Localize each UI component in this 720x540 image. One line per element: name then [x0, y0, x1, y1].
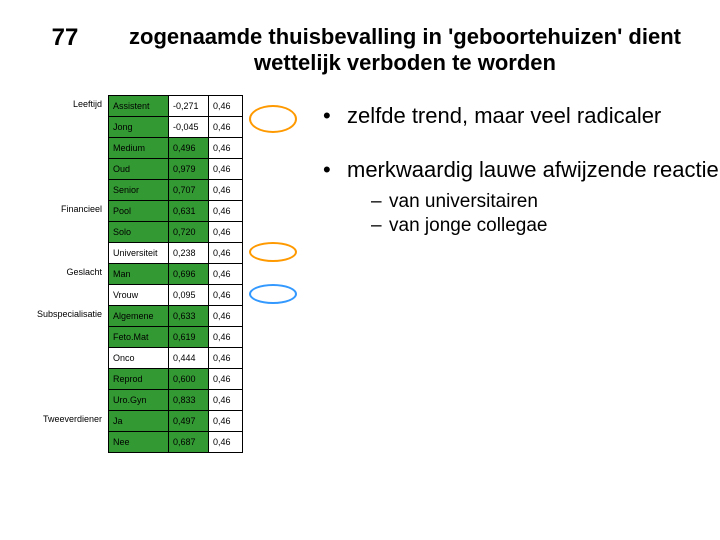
- table-cell: 0,095: [169, 284, 209, 305]
- table-row: Ja0,4970,46: [109, 410, 243, 431]
- table-row: Algemene0,6330,46: [109, 305, 243, 326]
- table-cell: 0,46: [209, 305, 243, 326]
- table-row: Reprod0,6000,46: [109, 368, 243, 389]
- table-cell: Solo: [109, 221, 169, 242]
- table-cell: Nee: [109, 431, 169, 452]
- table-cell: Algemene: [109, 305, 169, 326]
- table-cell: -0,045: [169, 116, 209, 137]
- table-cell: 0,631: [169, 200, 209, 221]
- table-row: Onco0,4440,46: [109, 347, 243, 368]
- table-row: Nee0,6870,46: [109, 431, 243, 452]
- table-cell: 0,46: [209, 200, 243, 221]
- table-cell: 0,46: [209, 368, 243, 389]
- table-cell: 0,46: [209, 284, 243, 305]
- bullet-list: zelfde trend, maar veel radicaler merkwaa…: [323, 103, 719, 239]
- table-cell: 0,687: [169, 431, 209, 452]
- annotation-oval: [249, 105, 297, 133]
- table-area: LeeftijdFinancieelGeslachtSubspecialisat…: [30, 95, 313, 453]
- table-cell: Onco: [109, 347, 169, 368]
- table-cell: 0,46: [209, 263, 243, 284]
- table-cell: 0,444: [169, 347, 209, 368]
- table-row: Feto.Mat0,6190,46: [109, 326, 243, 347]
- annotation-oval: [249, 242, 297, 262]
- table-cell: 0,979: [169, 158, 209, 179]
- table-cell: Universiteit: [109, 242, 169, 263]
- table-cell: 0,497: [169, 410, 209, 431]
- bullet-item: zelfde trend, maar veel radicaler: [323, 103, 719, 129]
- table-row: Medium0,4960,46: [109, 137, 243, 158]
- table-row: Pool0,6310,46: [109, 200, 243, 221]
- row-group-label: Financieel: [30, 200, 108, 263]
- table-cell: Man: [109, 263, 169, 284]
- table-cell: Oud: [109, 158, 169, 179]
- table-cell: Ja: [109, 410, 169, 431]
- table-cell: 0,46: [209, 242, 243, 263]
- table-cell: Uro.Gyn: [109, 389, 169, 410]
- row-group-label: Geslacht: [30, 263, 108, 305]
- table-cell: Senior: [109, 179, 169, 200]
- table-cell: 0,46: [209, 95, 243, 116]
- bullet-text: zelfde trend, maar veel radicaler: [347, 103, 661, 128]
- table-cell: 0,46: [209, 158, 243, 179]
- table-cell: Feto.Mat: [109, 326, 169, 347]
- table-cell: 0,46: [209, 347, 243, 368]
- table-cell: 0,833: [169, 389, 209, 410]
- bullet-text: merkwaardig lauwe afwijzende reactie: [347, 157, 719, 182]
- table-cell: 0,696: [169, 263, 209, 284]
- table-cell: 0,46: [209, 431, 243, 452]
- table-cell: 0,46: [209, 410, 243, 431]
- table-row: Man0,6960,46: [109, 263, 243, 284]
- table-row: Universiteit0,2380,46: [109, 242, 243, 263]
- table-cell: 0,46: [209, 137, 243, 158]
- table-cell: 0,619: [169, 326, 209, 347]
- table-cell: Vrouw: [109, 284, 169, 305]
- table-cell: 0,496: [169, 137, 209, 158]
- table-row: Vrouw0,0950,46: [109, 284, 243, 305]
- table-row: Senior0,7070,46: [109, 179, 243, 200]
- table-cell: 0,46: [209, 179, 243, 200]
- table-cell: 0,633: [169, 305, 209, 326]
- row-group-label: Tweeverdiener: [30, 410, 108, 452]
- table-cell: Pool: [109, 200, 169, 221]
- table-cell: Jong: [109, 116, 169, 137]
- table-cell: Assistent: [109, 95, 169, 116]
- table-cell: 0,46: [209, 116, 243, 137]
- table-cell: 0,720: [169, 221, 209, 242]
- annotation-oval: [249, 284, 297, 304]
- sub-bullet-list: van universitairenvan jonge collegae: [371, 190, 719, 239]
- annotation-ovals: [243, 95, 313, 453]
- sub-bullet-item: van universitairen: [371, 190, 719, 215]
- table-row: Solo0,7200,46: [109, 221, 243, 242]
- table-cell: Medium: [109, 137, 169, 158]
- table-row: Assistent-0,2710,46: [109, 95, 243, 116]
- table-cell: 0,46: [209, 326, 243, 347]
- slide-header: 77 zogenaamde thuisbevalling in 'geboort…: [0, 0, 720, 95]
- table-row: Oud0,9790,46: [109, 158, 243, 179]
- sub-bullet-item: van jonge collegae: [371, 214, 719, 239]
- table-cell: 0,46: [209, 389, 243, 410]
- table-cell: 0,600: [169, 368, 209, 389]
- slide-title: zogenaamde thuisbevalling in 'geboortehu…: [110, 24, 700, 77]
- row-group-label: Subspecialisatie: [30, 305, 108, 410]
- row-group-labels: LeeftijdFinancieelGeslachtSubspecialisat…: [30, 95, 108, 453]
- table-cell: 0,238: [169, 242, 209, 263]
- table-row: Uro.Gyn0,8330,46: [109, 389, 243, 410]
- bullet-item: merkwaardig lauwe afwijzende reactie van …: [323, 157, 719, 239]
- table-cell: -0,271: [169, 95, 209, 116]
- table-cell: Reprod: [109, 368, 169, 389]
- table-cell: 0,707: [169, 179, 209, 200]
- row-group-label: Leeftijd: [30, 95, 108, 200]
- slide-number: 77: [20, 24, 110, 52]
- slide-content: LeeftijdFinancieelGeslachtSubspecialisat…: [0, 95, 720, 453]
- table-cell: 0,46: [209, 221, 243, 242]
- table-row: Jong-0,0450,46: [109, 116, 243, 137]
- bullet-area: zelfde trend, maar veel radicaler merkwaa…: [313, 95, 719, 453]
- data-table: Assistent-0,2710,46Jong-0,0450,46Medium0…: [108, 95, 243, 453]
